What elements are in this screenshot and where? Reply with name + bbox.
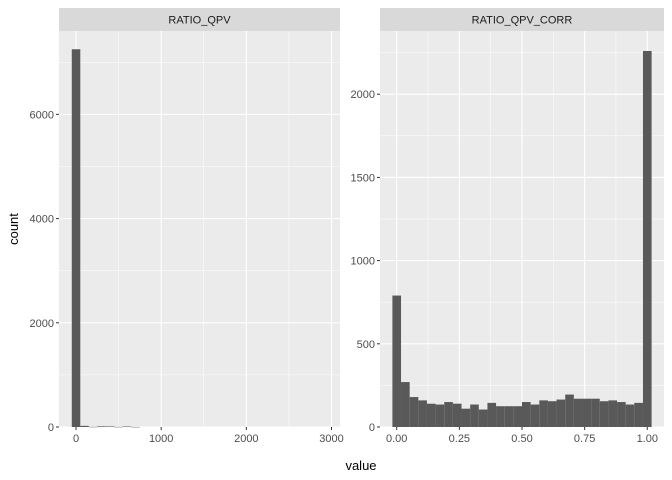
histogram-bar bbox=[617, 402, 626, 427]
histogram-bar bbox=[71, 49, 81, 427]
histogram-bar bbox=[599, 401, 609, 427]
x-tick-label: 1000 bbox=[149, 433, 173, 445]
histogram-bar bbox=[470, 404, 479, 427]
histogram-bar bbox=[556, 399, 566, 427]
x-tick-label: 3000 bbox=[319, 433, 343, 445]
histogram-bar bbox=[530, 404, 540, 427]
histogram-bar bbox=[452, 403, 462, 427]
y-tick-label: 2000 bbox=[30, 318, 54, 330]
y-tick-label: 1000 bbox=[351, 256, 375, 268]
histogram-bar bbox=[504, 406, 514, 427]
x-tick-label: 0.00 bbox=[386, 433, 407, 445]
histogram-bar bbox=[97, 426, 106, 427]
histogram-bar bbox=[401, 382, 410, 427]
x-tick-label: 1.00 bbox=[637, 433, 658, 445]
facet-label: RATIO_QPV_CORR bbox=[472, 15, 573, 27]
y-tick-label: 6000 bbox=[30, 109, 54, 121]
histogram-bar bbox=[521, 402, 531, 427]
histogram-bar bbox=[496, 406, 505, 427]
histogram-bar bbox=[642, 50, 652, 428]
facet-strip bbox=[380, 8, 664, 31]
histogram-bar bbox=[573, 398, 583, 427]
histogram-bar bbox=[478, 409, 488, 427]
histogram-bar bbox=[409, 397, 419, 427]
histogram-bar bbox=[392, 295, 402, 427]
histogram-bar bbox=[426, 403, 436, 427]
histogram-bar bbox=[565, 394, 574, 427]
histogram-bar bbox=[582, 398, 592, 427]
y-tick-label: 0 bbox=[48, 422, 54, 434]
y-tick-label: 0 bbox=[369, 422, 375, 434]
panel-background bbox=[59, 31, 340, 427]
x-tick-label: 0.25 bbox=[449, 433, 470, 445]
histogram-bar bbox=[80, 425, 89, 427]
histogram-bar bbox=[625, 404, 635, 427]
facet-strip bbox=[59, 8, 340, 31]
x-tick-label: 2000 bbox=[234, 433, 258, 445]
histogram-bar bbox=[461, 408, 471, 427]
x-tick-label: 0.50 bbox=[511, 433, 532, 445]
histogram-bar bbox=[608, 400, 618, 427]
histogram-bar bbox=[634, 402, 643, 427]
histogram-bar bbox=[444, 402, 453, 427]
histogram-bar bbox=[539, 400, 548, 427]
y-tick-label: 500 bbox=[357, 339, 375, 351]
histogram-bar bbox=[105, 426, 115, 427]
x-axis-title: value bbox=[345, 458, 376, 473]
x-tick-label: 0.75 bbox=[574, 433, 595, 445]
y-axis-title: count bbox=[6, 213, 21, 245]
histogram-bar bbox=[418, 400, 427, 427]
histogram-bar bbox=[547, 401, 557, 427]
y-tick-label: 1500 bbox=[351, 172, 375, 184]
histogram-bar bbox=[591, 398, 600, 427]
histogram-bar bbox=[435, 404, 445, 427]
histogram-bar bbox=[487, 402, 497, 427]
facet-label: RATIO_QPV bbox=[168, 15, 231, 27]
histogram-bar bbox=[513, 406, 523, 427]
y-tick-label: 2000 bbox=[351, 89, 375, 101]
y-tick-label: 4000 bbox=[30, 214, 54, 226]
x-tick-label: 0 bbox=[73, 433, 79, 445]
